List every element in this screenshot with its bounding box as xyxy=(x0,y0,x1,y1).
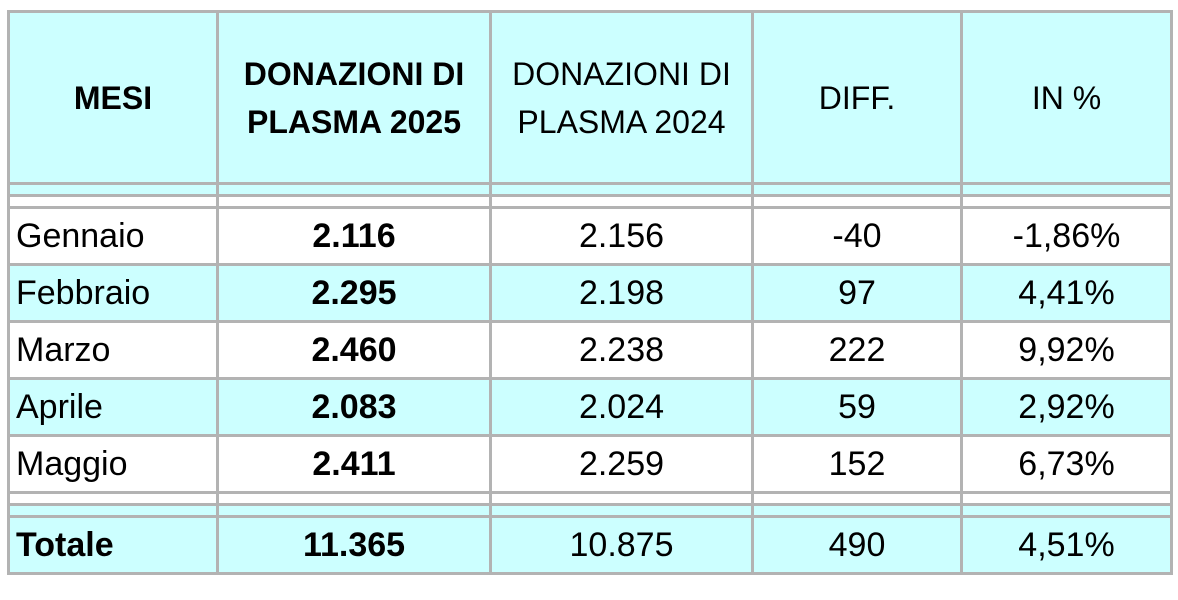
cell-diff: 59 xyxy=(751,377,963,437)
total-2024: 10.875 xyxy=(489,515,754,575)
header-donazioni-2025: DONAZIONI DI PLASMA 2025 xyxy=(216,10,492,185)
cell-donazioni-2025: 2.083 xyxy=(216,377,492,437)
cell-diff: -40 xyxy=(751,206,963,266)
total-2025: 11.365 xyxy=(216,515,492,575)
total-diff: 490 xyxy=(751,515,963,575)
cell-percent: 9,92% xyxy=(960,320,1173,380)
cell-donazioni-2025: 2.460 xyxy=(216,320,492,380)
cell-month: Aprile xyxy=(7,377,219,437)
cell-percent: 4,41% xyxy=(960,263,1173,323)
cell-donazioni-2024: 2.198 xyxy=(489,263,754,323)
header-diff: DIFF. xyxy=(751,10,963,185)
cell-diff: 222 xyxy=(751,320,963,380)
cell-donazioni-2025: 2.411 xyxy=(216,434,492,494)
table-row: Gennaio 2.116 2.156 -40 -1,86% xyxy=(7,206,1173,266)
cell-donazioni-2024: 2.156 xyxy=(489,206,754,266)
spacer-row xyxy=(7,491,1173,506)
header-mesi: MESI xyxy=(7,10,219,185)
table-row: Aprile 2.083 2.024 59 2,92% xyxy=(7,377,1173,437)
cell-donazioni-2024: 2.259 xyxy=(489,434,754,494)
header-percent: IN % xyxy=(960,10,1173,185)
cell-percent: 2,92% xyxy=(960,377,1173,437)
table-row: Febbraio 2.295 2.198 97 4,41% xyxy=(7,263,1173,323)
spacer-row xyxy=(7,503,1173,518)
total-row: Totale 11.365 10.875 490 4,51% xyxy=(7,515,1173,575)
cell-diff: 152 xyxy=(751,434,963,494)
header-donazioni-2024: DONAZIONI DI PLASMA 2024 xyxy=(489,10,754,185)
cell-donazioni-2024: 2.024 xyxy=(489,377,754,437)
spacer-row xyxy=(7,194,1173,209)
cell-month: Gennaio xyxy=(7,206,219,266)
cell-percent: -1,86% xyxy=(960,206,1173,266)
donations-table-wrapper: MESI DONAZIONI DI PLASMA 2025 DONAZIONI D… xyxy=(7,10,1173,575)
table-row: Maggio 2.411 2.259 152 6,73% xyxy=(7,434,1173,494)
plasma-donations-table: MESI DONAZIONI DI PLASMA 2025 DONAZIONI D… xyxy=(7,10,1173,575)
total-percent: 4,51% xyxy=(960,515,1173,575)
cell-month: Febbraio xyxy=(7,263,219,323)
cell-diff: 97 xyxy=(751,263,963,323)
spacer-row xyxy=(7,182,1173,197)
cell-percent: 6,73% xyxy=(960,434,1173,494)
cell-month: Maggio xyxy=(7,434,219,494)
total-label: Totale xyxy=(7,515,219,575)
cell-donazioni-2025: 2.295 xyxy=(216,263,492,323)
cell-month: Marzo xyxy=(7,320,219,380)
table-row: Marzo 2.460 2.238 222 9,92% xyxy=(7,320,1173,380)
cell-donazioni-2025: 2.116 xyxy=(216,206,492,266)
header-row: MESI DONAZIONI DI PLASMA 2025 DONAZIONI D… xyxy=(7,10,1173,185)
cell-donazioni-2024: 2.238 xyxy=(489,320,754,380)
